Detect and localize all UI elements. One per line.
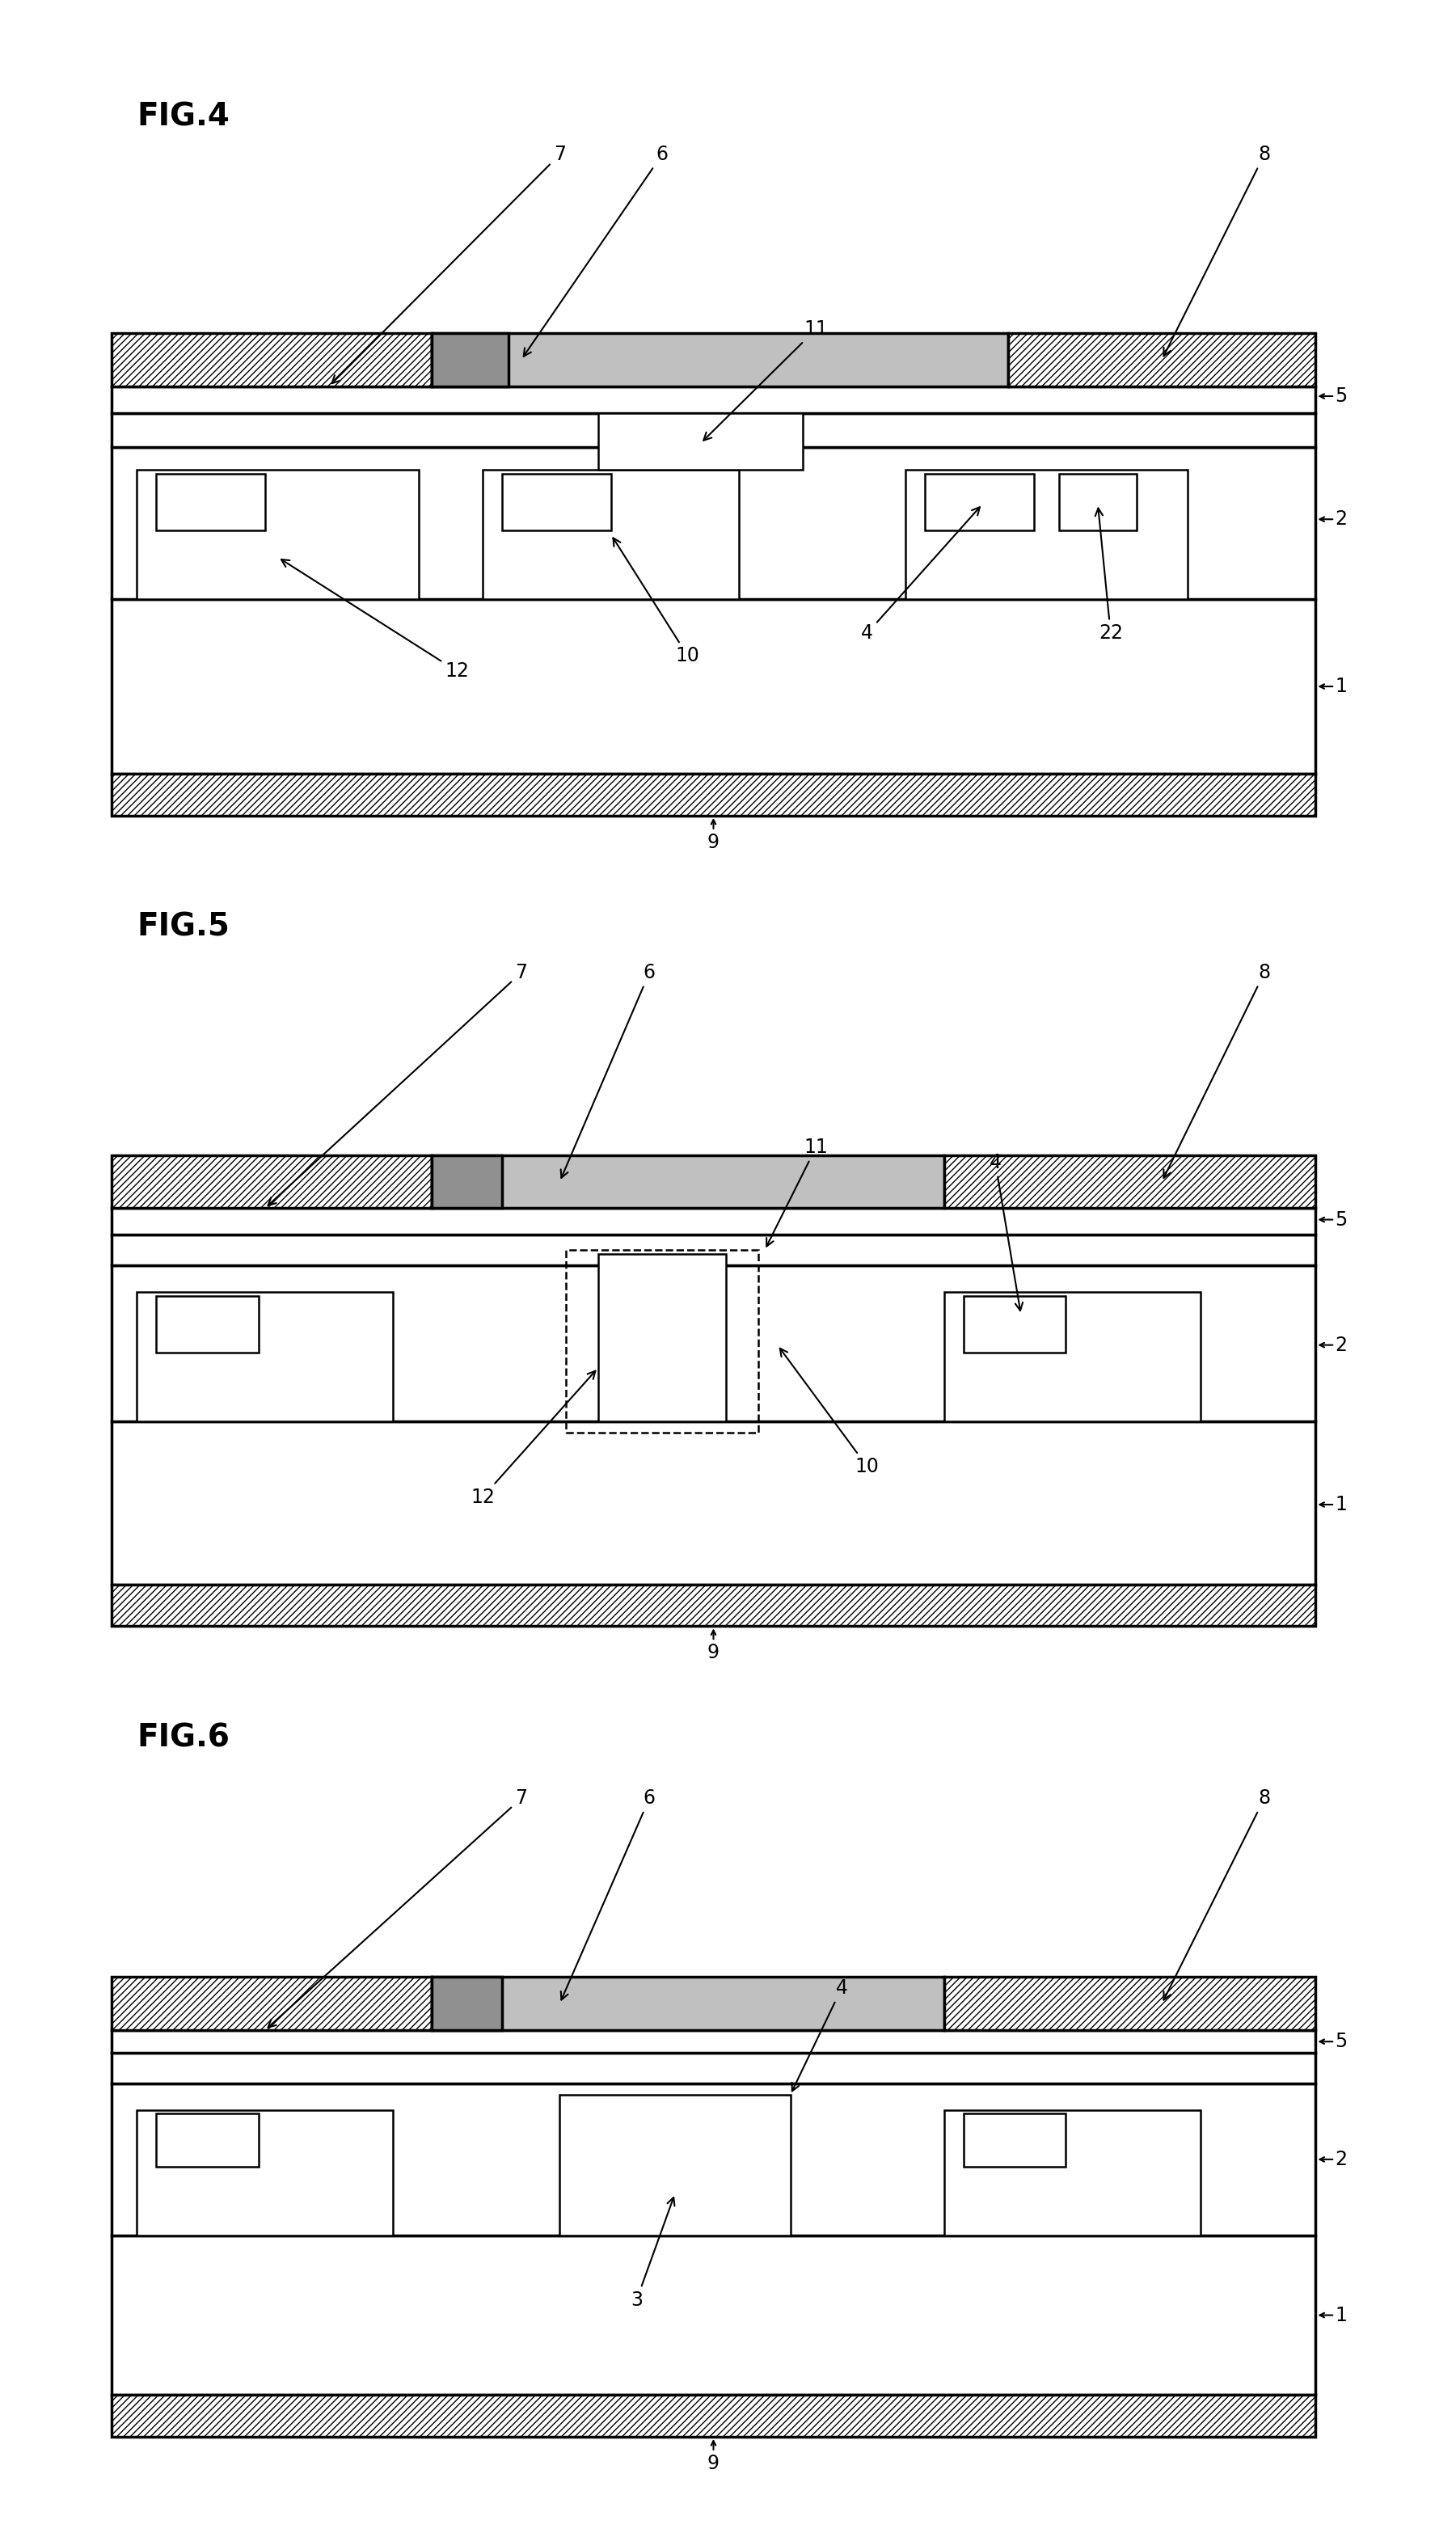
Bar (925, 474, 1034, 532)
Bar (943, 1155, 1316, 1208)
Bar (156, 474, 265, 532)
Bar (111, 2082, 1316, 2234)
Text: 8: 8 (1163, 144, 1271, 357)
Bar (111, 2031, 1316, 2052)
Bar (111, 1155, 431, 1208)
Bar (111, 1266, 1316, 1421)
Text: 10: 10 (780, 1348, 879, 1477)
Bar (111, 332, 431, 385)
Text: 8: 8 (1163, 1788, 1271, 2001)
Bar (943, 1976, 1316, 2031)
Text: FIG.6: FIG.6 (137, 1722, 230, 1753)
Bar (111, 446, 1316, 598)
Text: 4: 4 (792, 1978, 847, 2092)
Text: 2: 2 (1335, 2151, 1347, 2168)
Bar (502, 474, 612, 532)
Text: 6: 6 (561, 1788, 655, 2001)
Bar (156, 1294, 259, 1353)
Bar (1060, 474, 1136, 532)
Text: 6: 6 (524, 144, 668, 357)
Bar (431, 332, 508, 385)
Bar (111, 1208, 1316, 1234)
Bar (111, 1421, 1316, 1586)
Bar (111, 598, 1316, 775)
Text: 5: 5 (1335, 2031, 1347, 2052)
Text: 8: 8 (1163, 963, 1271, 1178)
Text: 7: 7 (268, 1788, 527, 2026)
Bar (964, 2113, 1066, 2166)
Text: 1: 1 (1335, 2305, 1347, 2325)
Bar (906, 471, 1188, 598)
Bar (964, 1294, 1066, 1353)
Text: 4: 4 (989, 1153, 1022, 1310)
Bar (137, 471, 419, 598)
Text: 5: 5 (1335, 1211, 1347, 1229)
Text: 9: 9 (708, 2454, 719, 2472)
Bar (137, 2110, 393, 2234)
Text: 10: 10 (613, 537, 700, 666)
Text: 12: 12 (470, 1370, 596, 1507)
Text: 2: 2 (1335, 1335, 1347, 1355)
Bar (111, 1586, 1316, 1626)
Bar (483, 471, 740, 598)
Text: 9: 9 (708, 1644, 719, 1662)
Text: 4: 4 (860, 507, 980, 643)
Bar (431, 1976, 502, 2031)
Bar (111, 2396, 1316, 2437)
Bar (598, 1254, 727, 1421)
Bar (156, 2113, 259, 2166)
Text: 2: 2 (1335, 509, 1347, 529)
Text: 11: 11 (766, 1137, 828, 1246)
Text: 3: 3 (630, 2199, 674, 2310)
Text: 5: 5 (1335, 388, 1347, 405)
Bar (598, 413, 804, 471)
Bar (111, 1234, 1316, 1264)
Bar (111, 1976, 431, 2031)
Text: 22: 22 (1095, 509, 1123, 643)
Text: 7: 7 (332, 144, 566, 382)
Bar (111, 2234, 1316, 2396)
Bar (111, 413, 1316, 446)
Text: FIG.5: FIG.5 (137, 912, 230, 942)
Bar (943, 1292, 1200, 1421)
Bar (111, 2052, 1316, 2082)
Bar (566, 1249, 759, 1431)
Text: FIG.4: FIG.4 (137, 101, 230, 132)
Bar (559, 2095, 791, 2234)
Text: 7: 7 (268, 963, 527, 1206)
Bar (431, 1155, 502, 1208)
Text: 1: 1 (1335, 1494, 1347, 1515)
Bar (431, 1976, 943, 2031)
Bar (943, 2110, 1200, 2234)
Text: 9: 9 (708, 833, 719, 851)
Text: 12: 12 (281, 560, 469, 681)
Text: 11: 11 (703, 319, 828, 441)
Bar (111, 385, 1316, 413)
Bar (431, 332, 1008, 385)
Bar (111, 775, 1316, 816)
Text: 1: 1 (1335, 676, 1347, 697)
Text: 6: 6 (561, 963, 655, 1178)
Bar (431, 1155, 943, 1208)
Bar (137, 1292, 393, 1421)
Bar (1008, 332, 1316, 385)
